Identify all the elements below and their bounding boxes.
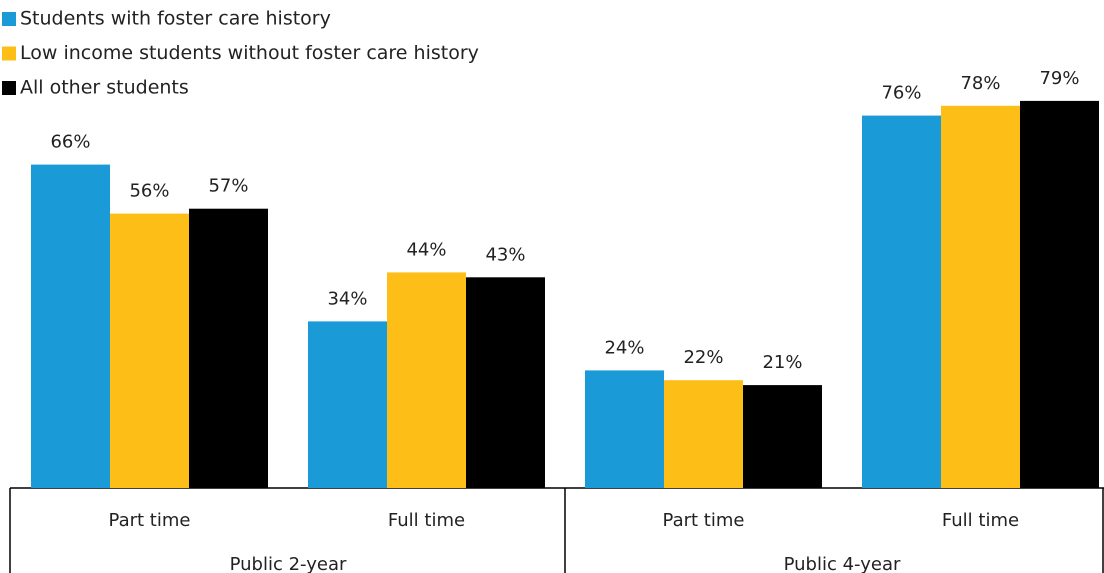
data-label: 22% — [683, 347, 723, 368]
bar — [743, 385, 822, 488]
legend-swatch — [2, 12, 16, 26]
data-label: 34% — [327, 288, 367, 309]
data-label: 24% — [604, 337, 644, 358]
bar — [308, 321, 387, 488]
legend-swatch — [2, 81, 16, 95]
data-label: 43% — [485, 244, 525, 265]
data-label: 44% — [406, 239, 446, 260]
bar — [664, 380, 743, 488]
x-tick-label: Full time — [942, 510, 1019, 531]
legend-swatch — [2, 46, 16, 61]
legend-label: All other students — [20, 77, 189, 99]
x-tick-label: Part time — [663, 510, 745, 531]
bar — [585, 370, 664, 488]
x-tick-label: Full time — [388, 510, 465, 531]
bar — [31, 164, 110, 488]
group-label: Public 2-year — [230, 554, 347, 573]
bar — [941, 105, 1020, 489]
bar — [189, 208, 268, 488]
data-label: 57% — [208, 176, 248, 197]
data-label: 76% — [881, 83, 921, 104]
data-label: 78% — [960, 73, 1000, 94]
bar — [110, 213, 189, 488]
bar — [862, 115, 941, 488]
bar — [1020, 100, 1099, 489]
group-label: Public 4-year — [784, 554, 901, 573]
legend-label: Low income students without foster care … — [20, 42, 479, 64]
bar — [387, 272, 466, 488]
legend-label: Students with foster care history — [20, 8, 331, 30]
bar — [466, 277, 545, 488]
data-label: 56% — [129, 181, 169, 202]
x-tick-label: Part time — [109, 510, 191, 531]
data-label: 66% — [50, 132, 90, 153]
data-label: 21% — [762, 352, 802, 373]
data-label: 79% — [1039, 68, 1079, 89]
